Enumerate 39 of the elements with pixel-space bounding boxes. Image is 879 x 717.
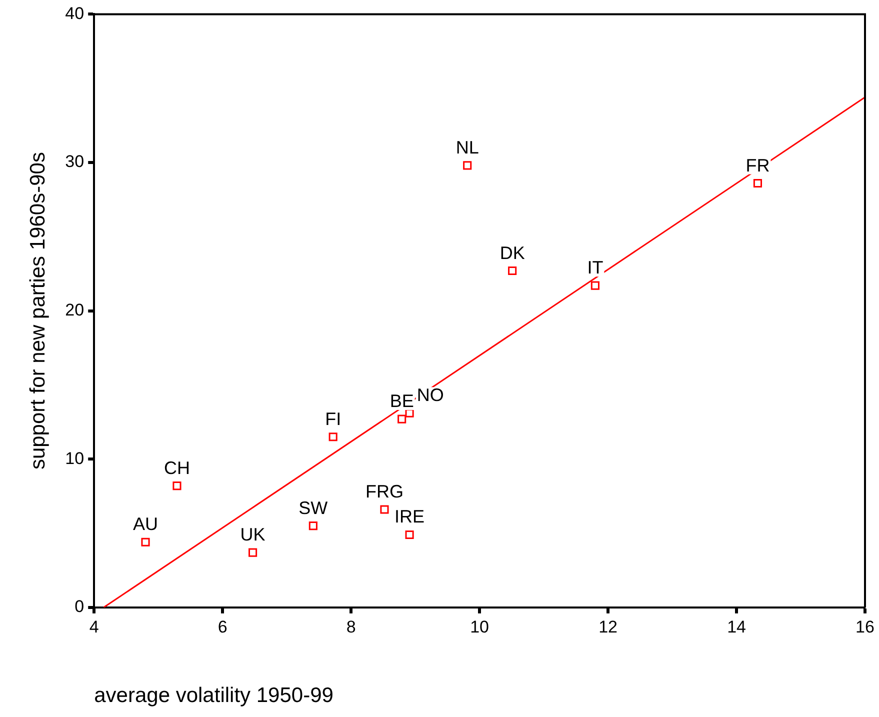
annotation: NO <box>416 385 444 406</box>
x-tick-label: 12 <box>598 617 618 636</box>
annotation: FRG <box>365 482 404 502</box>
x-tick-label: 10 <box>470 617 490 636</box>
point <box>508 266 517 276</box>
annotation: UK <box>240 524 266 545</box>
y-axis-title: support for new parties 1960s-90s <box>26 152 50 470</box>
x-tick-label: 8 <box>346 617 356 636</box>
point <box>380 505 389 514</box>
annotation: NL <box>456 137 479 158</box>
annotation: CH <box>164 458 190 478</box>
annotation: IT <box>587 258 604 278</box>
x-tick-label: 4 <box>89 617 99 636</box>
x-tick-label: 14 <box>727 617 746 636</box>
annotation: SW <box>298 498 328 518</box>
point <box>398 414 406 424</box>
annotation: FI <box>325 408 342 429</box>
y-tick-label: 30 <box>65 152 84 172</box>
point <box>308 522 318 530</box>
y-tick-label: 10 <box>65 448 84 468</box>
annotation: IRE <box>394 506 425 527</box>
point <box>328 432 338 442</box>
x-tick-label: 6 <box>218 617 228 636</box>
annotation: AU <box>132 514 158 534</box>
point <box>753 178 762 188</box>
point <box>590 281 600 290</box>
point <box>248 548 258 557</box>
annotation: BE <box>390 391 414 412</box>
x-axis-title: average volatility 1950-99 <box>94 684 334 708</box>
annotation: DK <box>500 242 525 263</box>
annotation: FR <box>746 155 770 176</box>
point <box>172 482 182 490</box>
x-tick-label: 16 <box>856 617 874 636</box>
y-tick-label: 20 <box>65 300 84 320</box>
point <box>141 538 150 546</box>
point <box>463 161 472 170</box>
point <box>405 530 414 540</box>
y-tick-label: 40 <box>65 4 84 23</box>
y-tick-label: 0 <box>74 597 84 616</box>
